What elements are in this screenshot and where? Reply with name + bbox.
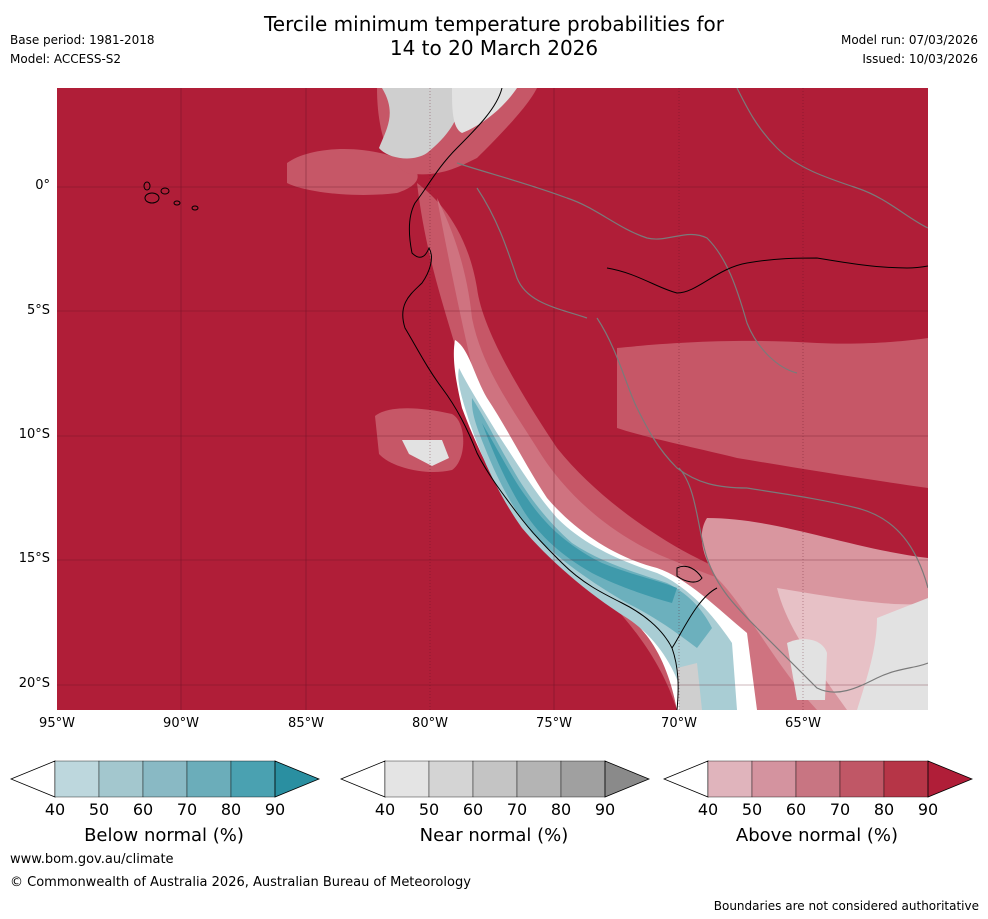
- near-colorbar-segment: [516, 760, 562, 798]
- below-band-80: [482, 423, 677, 603]
- amazon-river: [606, 257, 928, 294]
- coastline: [402, 88, 679, 710]
- inland-near-patch: [857, 598, 928, 710]
- below-colorbar-segment: [98, 760, 144, 798]
- x-tick-95w: 95°W: [39, 716, 75, 731]
- above-colorbar-label: Above normal (%): [735, 825, 899, 846]
- above-tick-label: 80: [873, 800, 895, 819]
- grid-lines: [57, 88, 928, 710]
- y-tick-15s: 15°S: [18, 551, 50, 566]
- above-colorbar-segment: [795, 760, 841, 798]
- near-tick-label: 80: [550, 800, 572, 819]
- model-run-text: Model run: 07/03/2026: [840, 33, 978, 47]
- x-tick-75w: 75°W: [536, 716, 572, 731]
- offshore-patch-north: [287, 148, 418, 195]
- near-colorbar-high-extend: [604, 760, 650, 798]
- north-coast-near-white: [452, 88, 517, 133]
- y-tick-20s: 20°S: [18, 676, 50, 691]
- below-colorbar-segment: [230, 760, 276, 798]
- chart-title: Tercile minimum temperature probabilitie…: [194, 12, 794, 60]
- title-line-1: Tercile minimum temperature probabilitie…: [263, 12, 725, 36]
- above-tick-label: 50: [741, 800, 763, 819]
- galapagos-islands: [143, 181, 199, 211]
- central-andes-above: [617, 338, 928, 488]
- above-colorbar-high-extend: [927, 760, 973, 798]
- x-tick-90w: 90°W: [163, 716, 199, 731]
- coastline-south: [671, 587, 718, 649]
- x-tick-80w: 80°W: [412, 716, 448, 731]
- below-tick-label: 90: [264, 800, 286, 819]
- near-colorbar-low-extend: [340, 760, 386, 798]
- below-colorbar-low-extend: [10, 760, 56, 798]
- above-colorbar-segment: [883, 760, 929, 798]
- probability-map: [57, 88, 928, 710]
- north-coast-near: [379, 88, 461, 159]
- x-tick-70w: 70°W: [661, 716, 697, 731]
- below-tick-label: 50: [88, 800, 110, 819]
- below-colorbar: [10, 760, 320, 798]
- offshore-near-10s: [402, 440, 449, 466]
- near-colorbar-segment: [384, 760, 430, 798]
- near-colorbar-segment: [560, 760, 606, 798]
- base-period-text: Base period: 1981-2018: [10, 33, 155, 47]
- below-colorbar-label: Below normal (%): [84, 825, 244, 846]
- below-colorbar-segment: [54, 760, 100, 798]
- near-tick-label: 70: [506, 800, 528, 819]
- near-tick-label: 50: [418, 800, 440, 819]
- issued-text: Issued: 10/03/2026: [862, 52, 978, 66]
- above-tick-label: 60: [785, 800, 807, 819]
- near-patch-south: [677, 663, 702, 710]
- x-tick-65w: 65°W: [785, 716, 821, 731]
- x-tick-85w: 85°W: [288, 716, 324, 731]
- above-colorbar-segment: [707, 760, 753, 798]
- below-tick-label: 80: [220, 800, 242, 819]
- near-tick-label: 60: [462, 800, 484, 819]
- above-tick-label: 90: [917, 800, 939, 819]
- y-tick-5s: 5°S: [26, 303, 50, 318]
- below-colorbar-segment: [186, 760, 232, 798]
- near-tick-label: 90: [594, 800, 616, 819]
- y-tick-10s: 10°S: [18, 427, 50, 442]
- above-colorbar-segment: [839, 760, 885, 798]
- below-tick-label: 40: [44, 800, 66, 819]
- near-colorbar-label: Near normal (%): [419, 825, 569, 846]
- below-tick-label: 60: [132, 800, 154, 819]
- above-tick-label: 40: [697, 800, 719, 819]
- footer-url: www.bom.gov.au/climate: [10, 852, 174, 867]
- near-tick-label: 40: [374, 800, 396, 819]
- above-colorbar: [663, 760, 973, 798]
- y-tick-0: 0°: [35, 178, 50, 193]
- footer-copyright: © Commonwealth of Australia 2026, Austra…: [10, 875, 471, 890]
- above-colorbar-low-extend: [663, 760, 709, 798]
- above-colorbar-segment: [751, 760, 797, 798]
- below-colorbar-high-extend: [274, 760, 320, 798]
- near-colorbar-segment: [472, 760, 518, 798]
- near-colorbar: [340, 760, 650, 798]
- country-borders: [456, 88, 928, 693]
- model-text: Model: ACCESS-S2: [10, 52, 122, 66]
- lake-titicaca: [676, 565, 703, 583]
- above-tick-label: 70: [829, 800, 851, 819]
- title-line-2: 14 to 20 March 2026: [389, 36, 599, 60]
- below-colorbar-segment: [142, 760, 188, 798]
- below-tick-label: 70: [176, 800, 198, 819]
- near-colorbar-segment: [428, 760, 474, 798]
- footer-disclaimer: Boundaries are not considered authoritat…: [713, 899, 979, 913]
